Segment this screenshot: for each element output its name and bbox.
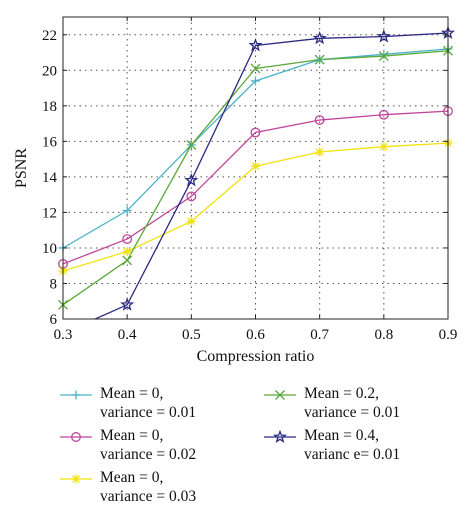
series-2-point [186, 191, 197, 202]
series-1-point [122, 206, 132, 216]
psnr-chart: 0.3 0.4 0.5 0.6 0.7 0.8 0.9 6 8 10 12 14 16 18 20 22 Co… [13, 16, 457, 365]
series-2-point [378, 109, 389, 120]
x-tick-label: 0.9 [439, 327, 458, 343]
legend-swatch-marker [272, 429, 288, 443]
legend-label-line2: variance = 0.03 [100, 488, 197, 505]
x-tick-label: 0.7 [310, 327, 329, 343]
legend-item-1: Mean = 0, variance = 0.01 [58, 384, 258, 428]
series-2-point [122, 234, 133, 245]
series-1-point [379, 49, 389, 59]
legend-swatch [60, 432, 92, 442]
series-5-point [248, 38, 263, 52]
legend-label-line1: Mean = 0.4, [304, 427, 380, 444]
y-tick-label: 22 [42, 28, 57, 44]
legend-swatch-marker [275, 390, 285, 400]
legend-label: Mean = 0.2, variance = 0.01 [304, 384, 400, 422]
legend-label-line2: varianc e= 0.01 [304, 446, 401, 463]
legend: Mean = 0, variance = 0.01 Mean = 0, varianc… [58, 384, 458, 514]
legend-label-line1: Mean = 0, [100, 427, 164, 444]
legend-swatch [60, 390, 92, 400]
series-3-point [186, 216, 196, 226]
legend-item-4: Mean = 0.2, variance = 0.01 [262, 384, 462, 428]
legend-label-line2: variance = 0.01 [100, 404, 197, 421]
y-tick-label: 14 [42, 170, 58, 186]
series-line-2 [63, 110, 448, 265]
series-5-point [120, 297, 135, 311]
x-tick-label: 0.8 [374, 327, 393, 343]
legend-label: Mean = 0, variance = 0.02 [100, 426, 196, 464]
y-tick-label: 18 [42, 99, 57, 115]
legend-label: Mean = 0, variance = 0.01 [100, 384, 196, 422]
series-5-point [184, 173, 199, 187]
legend-swatch-marker [71, 390, 81, 400]
legend-swatch [264, 390, 296, 400]
x-axis-label: Compression ratio [197, 348, 315, 365]
legend-swatch-marker [71, 474, 81, 484]
y-tick-label: 16 [42, 134, 58, 150]
legend-label-line1: Mean = 0.2, [304, 385, 380, 402]
legend-item-2: Mean = 0, variance = 0.02 [58, 426, 258, 470]
series-2-point [314, 115, 325, 125]
grid-lines [63, 17, 448, 319]
series-4-point [314, 54, 325, 65]
legend-label: Mean = 0, variance = 0.03 [100, 468, 196, 506]
legend-item-5: Mean = 0.4, varianc e= 0.01 [262, 426, 462, 470]
series-3-point [251, 161, 260, 171]
y-tick-label: 12 [42, 205, 57, 221]
x-tick-label: 0.4 [118, 327, 137, 343]
series-2-point [250, 127, 261, 138]
legend-label-line2: variance = 0.01 [304, 404, 401, 421]
series-3-point [379, 142, 389, 152]
y-tick-label: 20 [42, 63, 57, 79]
series-4-point [122, 255, 133, 266]
series-4-point [250, 63, 261, 74]
series-3-point [315, 147, 325, 157]
series-4-point [378, 51, 389, 62]
y-tick-label: 8 [50, 276, 58, 292]
legend-swatch [264, 429, 296, 443]
series-4-point [186, 139, 197, 150]
axis-ticks: 0.3 0.4 0.5 0.6 0.7 0.8 0.9 6 8 10 12 14 16 18 20 22 [42, 17, 457, 343]
series-line-5 [93, 32, 448, 319]
legend-swatch [60, 474, 92, 484]
series-3-point [122, 246, 132, 256]
x-tick-label: 0.5 [182, 327, 201, 343]
x-tick-label: 0.3 [54, 327, 73, 343]
y-axis-label: PSNR [13, 148, 30, 188]
x-tick-label: 0.6 [246, 327, 265, 343]
y-tick-label: 10 [42, 241, 57, 257]
legend-swatch-marker [71, 432, 81, 442]
y-tick-label: 6 [50, 312, 58, 328]
legend-label-line2: variance = 0.02 [100, 446, 197, 463]
series-1-point [251, 76, 260, 86]
legend-label-line1: Mean = 0, [100, 385, 164, 402]
series-5-point [312, 30, 327, 45]
legend-item-3: Mean = 0, variance = 0.03 [58, 468, 258, 512]
legend-label-line1: Mean = 0, [100, 469, 164, 486]
legend-label: Mean = 0.4, varianc e= 0.01 [304, 426, 400, 464]
series-5-point [376, 29, 391, 43]
